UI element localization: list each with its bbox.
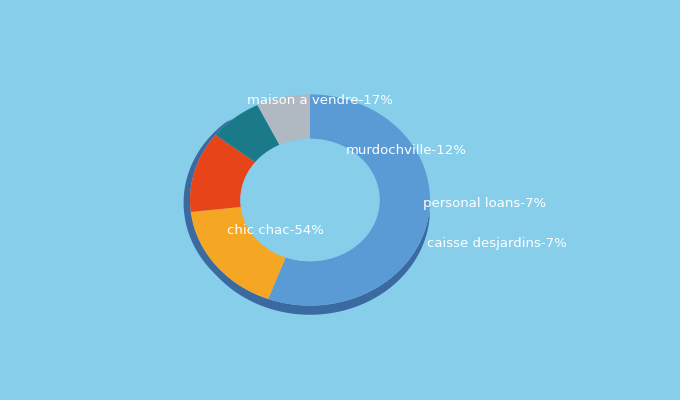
Text: chic chac-54%: chic chac-54% (226, 224, 324, 236)
Polygon shape (234, 153, 265, 250)
Text: personal loans-7%: personal loans-7% (424, 197, 547, 210)
Polygon shape (241, 139, 379, 261)
Text: murdochville-12%: murdochville-12% (346, 144, 467, 156)
Polygon shape (241, 205, 379, 270)
Polygon shape (216, 105, 279, 162)
Polygon shape (190, 209, 430, 315)
Text: caisse desjardins-7%: caisse desjardins-7% (426, 237, 566, 250)
Polygon shape (184, 119, 233, 284)
Polygon shape (268, 94, 430, 306)
Polygon shape (190, 135, 255, 212)
Polygon shape (191, 207, 286, 299)
Polygon shape (258, 94, 310, 145)
Text: maison a vendre-17%: maison a vendre-17% (247, 94, 393, 106)
